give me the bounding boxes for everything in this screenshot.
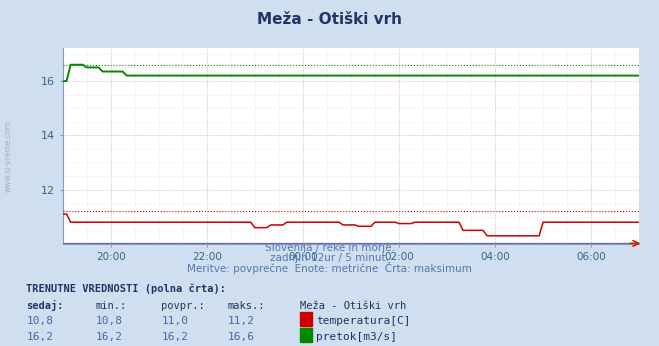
Text: TRENUTNE VREDNOSTI (polna črta):: TRENUTNE VREDNOSTI (polna črta): <box>26 284 226 294</box>
Text: 16,2: 16,2 <box>26 332 53 342</box>
Text: zadnjih 12ur / 5 minut.: zadnjih 12ur / 5 minut. <box>270 253 389 263</box>
Text: sedaj:: sedaj: <box>26 300 64 311</box>
Text: 16,2: 16,2 <box>96 332 123 342</box>
Text: 11,2: 11,2 <box>227 316 254 326</box>
Text: 16,6: 16,6 <box>227 332 254 342</box>
Text: Meritve: povprečne  Enote: metrične  Črta: maksimum: Meritve: povprečne Enote: metrične Črta:… <box>187 262 472 274</box>
Text: maks.:: maks.: <box>227 301 265 311</box>
Text: www.si-vreme.com: www.si-vreme.com <box>3 120 13 192</box>
Text: Meža - Otiški vrh: Meža - Otiški vrh <box>257 12 402 27</box>
Text: 16,2: 16,2 <box>161 332 188 342</box>
Text: Slovenija / reke in morje.: Slovenija / reke in morje. <box>264 243 395 253</box>
Text: pretok[m3/s]: pretok[m3/s] <box>316 332 397 342</box>
Text: 10,8: 10,8 <box>26 316 53 326</box>
Text: povpr.:: povpr.: <box>161 301 205 311</box>
Text: temperatura[C]: temperatura[C] <box>316 316 411 326</box>
Text: 11,0: 11,0 <box>161 316 188 326</box>
Text: 10,8: 10,8 <box>96 316 123 326</box>
Text: Meža - Otiški vrh: Meža - Otiški vrh <box>300 301 406 311</box>
Text: min.:: min.: <box>96 301 127 311</box>
